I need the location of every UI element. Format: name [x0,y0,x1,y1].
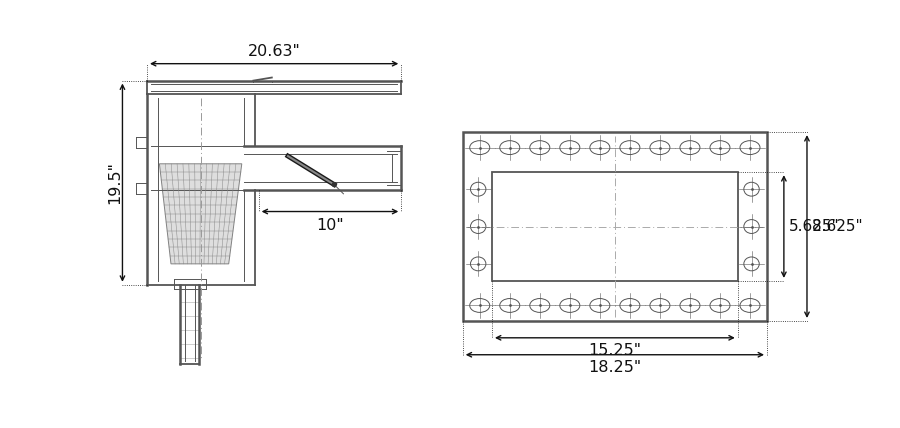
Polygon shape [159,164,242,264]
Text: 5.625": 5.625" [788,219,839,234]
Text: 10": 10" [316,218,344,233]
Bar [492,172,738,281]
Text: 20.63": 20.63" [248,44,301,59]
Bar [463,132,767,321]
Text: 8.625": 8.625" [812,219,862,234]
Circle shape [332,183,336,187]
Text: 18.25": 18.25" [589,360,642,375]
Text: 19.5": 19.5" [107,161,122,204]
Text: 15.25": 15.25" [589,343,642,358]
